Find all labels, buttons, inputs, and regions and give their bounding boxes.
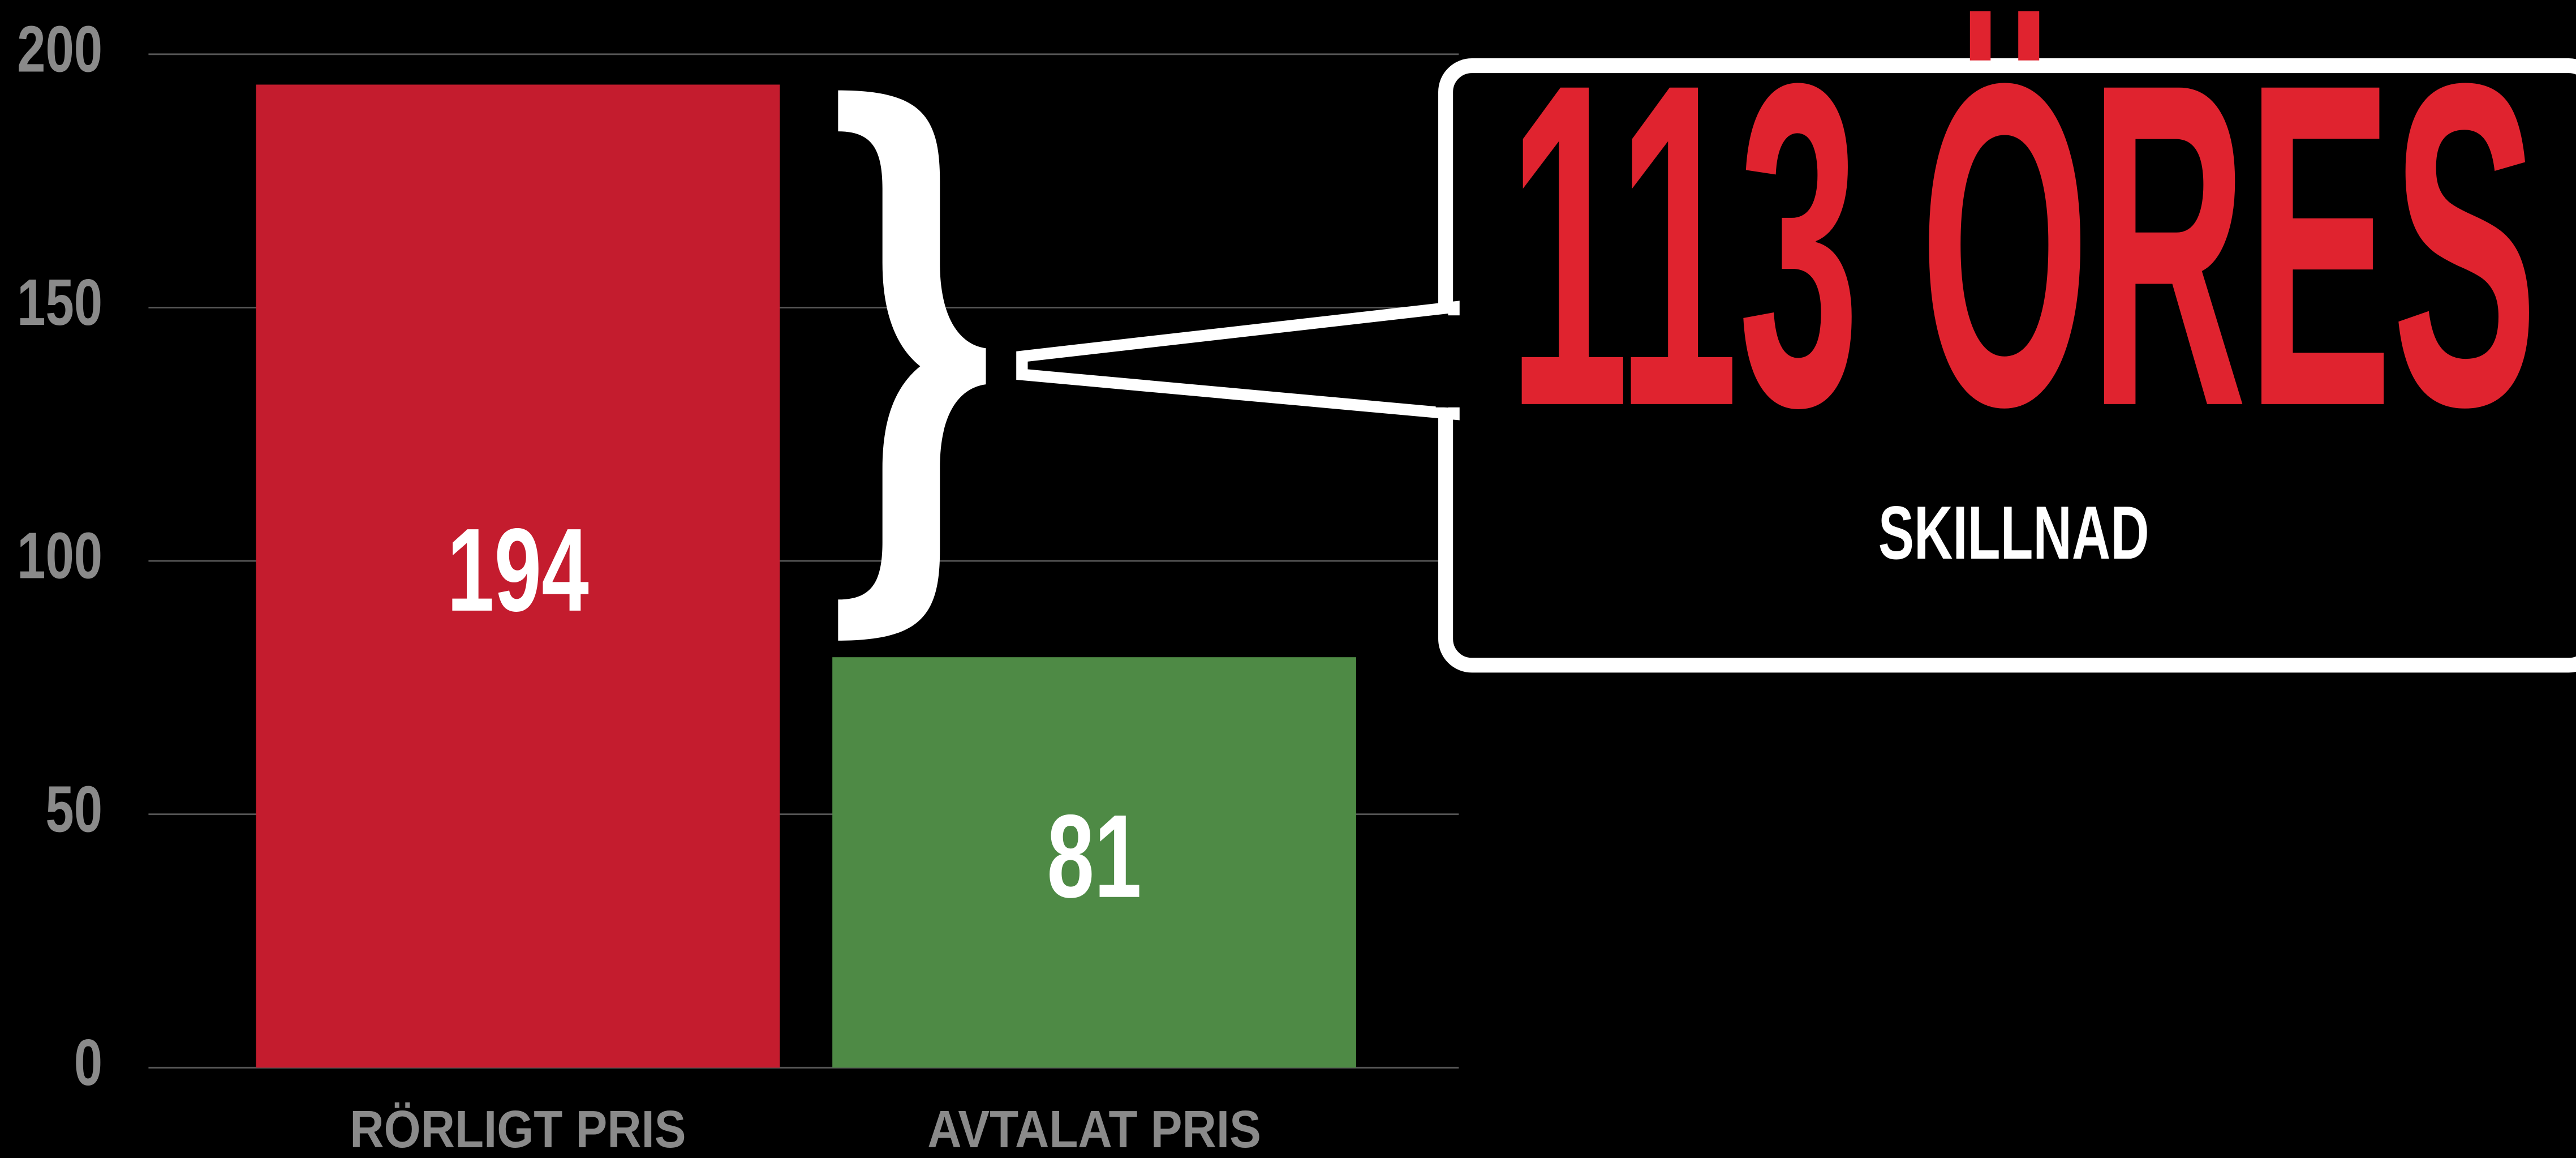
annotation: 113 ÖRES: [1508, 0, 2538, 502]
bar: [256, 84, 780, 1068]
brace: [838, 90, 986, 641]
y-tick-label: 150: [17, 266, 102, 339]
x-tick-label: AVTALAT PRIS: [927, 1100, 1261, 1158]
value-label: 81: [1047, 790, 1141, 922]
x-tick-label: RÖRLIGT PRIS: [350, 1100, 686, 1158]
y-tick-label: 100: [17, 520, 102, 593]
y-tick-label: 50: [45, 773, 102, 846]
callout-gap: [1435, 315, 1463, 408]
annotation-subtitle: SKILLNAD: [1878, 491, 2149, 575]
bar: [832, 657, 1356, 1068]
plot: 0 50 100 150 200 RÖRLIGT PRIS 194 AVTALAT PRIS 8…: [17, 13, 1459, 1158]
value-label: 194: [447, 504, 589, 636]
y-tick-label: 0: [74, 1026, 102, 1099]
y-tick-label: 200: [17, 13, 102, 86]
